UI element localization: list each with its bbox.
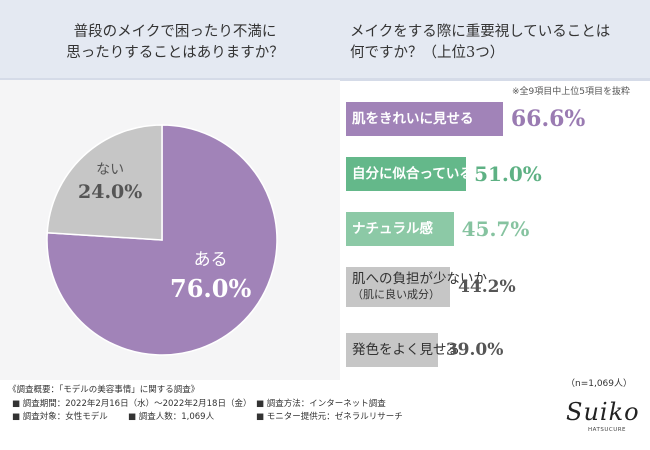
pie-label-aru: ある 76.0% [170,252,251,301]
sample-size: （n=1,069人） [565,379,632,389]
pie-label-nai-value: 24.0% [78,181,143,203]
bar-value-0: 66.6% [510,106,586,132]
pie-label-nai-name: ない [96,162,125,178]
survey-summary-title: 《調査概要：「モデルの美容事情」に関する調査》 [8,385,200,395]
bar-label-1: 自分に似合っているか [352,166,486,182]
pie-label-nai: ない 24.0% [78,163,142,202]
bar-4: 発色をよく見せる [346,333,460,367]
bar-label-0: 肌をきれいに見せる [352,111,474,127]
bar-label-3-line-1: （肌に良い成分） [352,288,440,301]
bar-label-0-line-0: 肌をきれいに見せる [352,111,474,127]
survey-period: ■ 調査期間：2022年2月16日（水）～2022年2月18日（金） [12,399,252,409]
pie-slice-aru [46,124,278,356]
survey-target: ■ 調査対象：女性モデル [12,412,108,422]
bar-label-4: 発色をよく見せる [352,342,460,358]
pie-label-aru-name: ある [193,250,228,270]
bar-label-4-line-0: 発色をよく見せる [352,342,460,358]
note-text: ※全9項目中上位5項目を抜粋 [512,87,630,97]
bar-value-2: 45.7% [461,217,530,241]
question-2: メイクをする際に重要視していることは 何ですか？（上位3つ） [350,22,640,64]
bar-0: 肌をきれいに見せる [346,102,503,136]
survey-count: ■ 調査人数：1,069人 [128,412,215,422]
question-1-line-2: 思ったりすることはありますか？ [66,45,284,61]
question-1-line-1: 普段のメイクで困ったり不満に [73,24,277,40]
survey-summary: 《調査概要：「モデルの美容事情」に関する調査》 [8,384,199,396]
pie-label-aru-value: 76.0% [170,274,252,303]
question-1: 普段のメイクで困ったり不満に 思ったりすることはありますか？ [40,22,310,64]
brand-logo: Suiko [566,398,640,426]
bar-2: ナチュラル感 [346,212,454,246]
pie-slice-nai [46,124,163,241]
bar-label-2: ナチュラル感 [352,221,433,237]
bar-3: 肌への負担が少ないか （肌に良い成分） [346,267,487,307]
bar-value-1: 51.0% [474,162,542,186]
question-2-line-2: 何ですか？（上位3つ） [350,45,505,61]
brand-logo-sub: HATSUCURE [588,427,627,433]
bar-value-3: 44.2% [458,276,516,297]
bar-value-4: 39.0% [445,339,504,360]
survey-method: ■ 調査方法：インターネット調査 [256,399,386,409]
question-2-line-1: メイクをする際に重要視していることは [350,24,611,40]
survey-provider: ■ モニター提供元：ゼネラルリサーチ [256,412,403,422]
bar-1: 自分に似合っているか [346,157,486,191]
bar-label-1-line-0: 自分に似合っているか [352,166,487,182]
bar-label-3-line-0: 肌への負担が少ないか [352,271,487,287]
bar-label-2-line-0: ナチュラル感 [352,221,433,237]
header-band: 普段のメイクで困ったり不満に 思ったりすることはありますか？ メイクをする際に重… [0,0,650,81]
bar-label-3: 肌への負担が少ないか （肌に良い成分） [352,271,487,303]
